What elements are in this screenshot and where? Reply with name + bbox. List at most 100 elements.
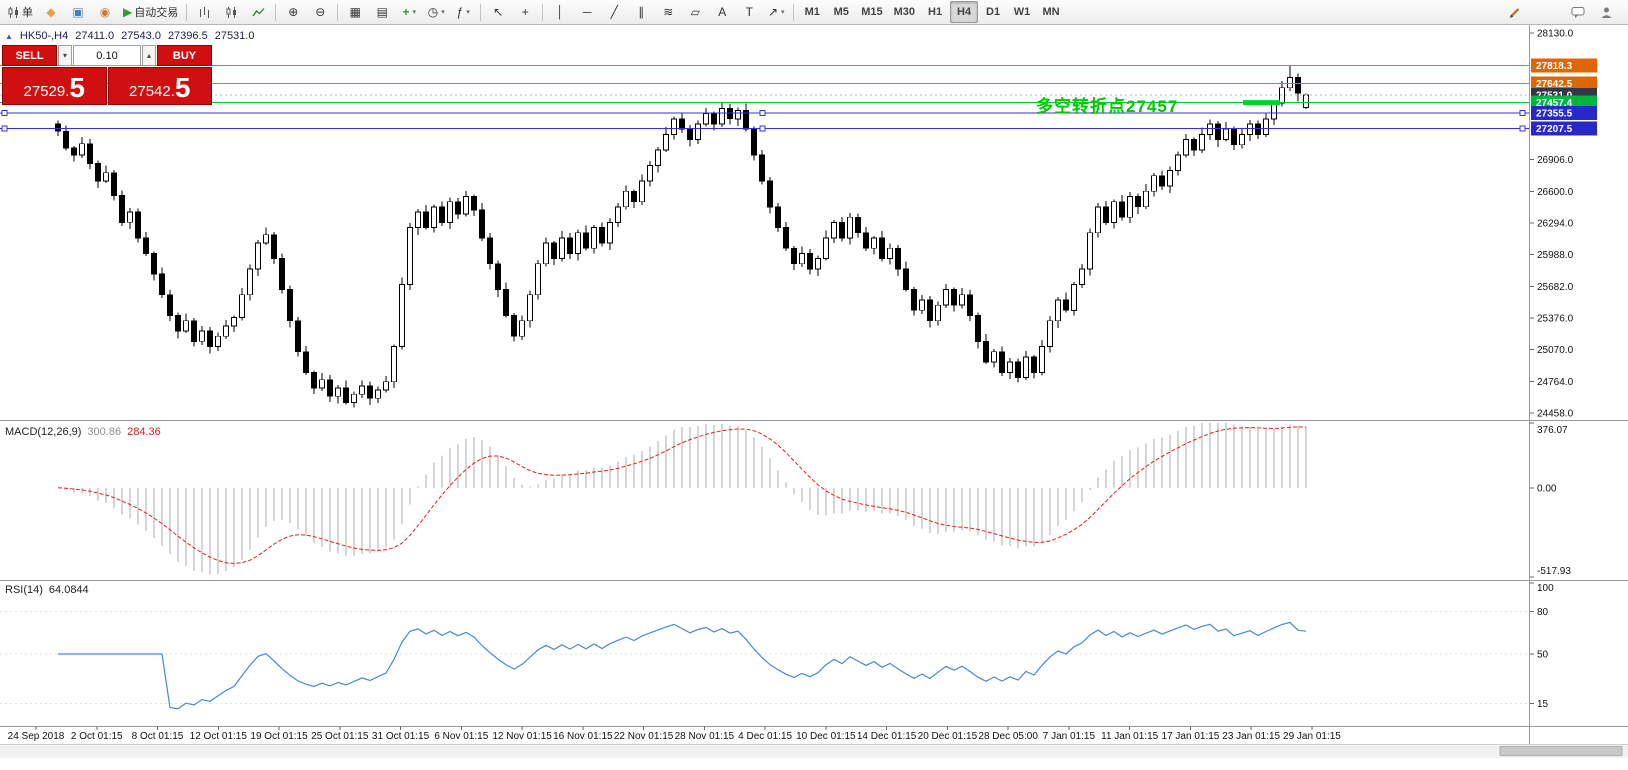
toolbar-button-label: D1	[986, 6, 1001, 18]
time-axis-label: 6 Nov 01:15	[434, 731, 488, 742]
line-handle[interactable]	[1519, 125, 1526, 132]
time-axis-label: 25 Oct 01:15	[311, 731, 369, 742]
candle-body	[143, 237, 149, 254]
candlestick-chart-button[interactable]	[218, 1, 244, 23]
candle-body	[671, 118, 677, 135]
rsi-axis-label: 15	[1537, 699, 1549, 710]
time-axis-label: 28 Nov 01:15	[675, 731, 735, 742]
volume-input[interactable]: 0.10	[73, 45, 141, 66]
candle-body	[687, 128, 693, 140]
candle-body	[111, 172, 117, 196]
text-button[interactable]: A	[709, 1, 735, 23]
periods-button[interactable]: ◷ ▾	[423, 1, 449, 23]
price-axis-label: 26906.0	[1537, 155, 1574, 166]
trendline-icon: ╱	[610, 5, 618, 19]
fibonacci-button[interactable]: ≋	[655, 1, 681, 23]
candle-body	[1287, 77, 1293, 89]
close-value: 27531.0	[214, 30, 255, 42]
sell-price-display[interactable]: 27529. 5	[2, 67, 107, 105]
volume-up-button[interactable]: ▴	[142, 45, 156, 66]
candle-body	[303, 351, 309, 373]
tf-h4-button[interactable]: H4	[950, 1, 979, 23]
line-handle[interactable]	[759, 125, 766, 132]
arrows-button[interactable]: ↗ ▾	[763, 1, 789, 23]
tf-m15-button[interactable]: M15	[856, 1, 887, 23]
candle-body	[95, 162, 101, 182]
toolbar-button-label: H1	[928, 6, 943, 18]
cursor-button[interactable]: ↖	[485, 1, 511, 23]
candle-body	[415, 211, 421, 228]
profile-button[interactable]	[1593, 1, 1619, 23]
candle-body	[231, 317, 237, 327]
candle-body	[359, 385, 365, 395]
community-button[interactable]	[1565, 1, 1591, 23]
bar-chart-icon	[198, 6, 211, 19]
candle-body	[823, 237, 829, 259]
buy-button[interactable]: BUY	[157, 45, 212, 66]
bar-chart-button[interactable]	[191, 1, 217, 23]
toolbar-button-label: M5	[833, 6, 849, 18]
line-handle[interactable]	[1519, 110, 1526, 117]
price-tag-label: 27207.5	[1536, 124, 1573, 135]
new-chart-button[interactable]: + ▾	[396, 1, 422, 23]
zoom-in-button[interactable]: ⊕	[280, 1, 306, 23]
tf-h1-button[interactable]: H1	[921, 1, 949, 23]
candle-body	[583, 232, 589, 249]
candle-body	[1167, 170, 1173, 187]
tf-d1-button[interactable]: D1	[979, 1, 1007, 23]
buy-price-display[interactable]: 27542. 5	[107, 67, 212, 105]
tf-m30-button[interactable]: M30	[889, 1, 920, 23]
candle-body	[319, 379, 325, 389]
price-tag	[1531, 76, 1597, 91]
candle-body	[1111, 201, 1117, 223]
trendline-button[interactable]: ╱	[601, 1, 627, 23]
vertical-line-button[interactable]: │	[547, 1, 573, 23]
candle-body	[535, 263, 541, 296]
candle-body	[1175, 154, 1181, 172]
candle-body	[399, 284, 405, 347]
window-icon: ▣	[72, 5, 84, 19]
line-handle[interactable]	[759, 110, 766, 117]
candle-body	[1199, 134, 1205, 151]
auto-arrange-button[interactable]: ▦	[342, 1, 368, 23]
autotrading-button[interactable]: ▶ 自动交易	[119, 1, 182, 23]
horizontal-scrollbar-thumb[interactable]	[1499, 746, 1623, 756]
candle-body	[1215, 123, 1221, 140]
chart-canvas[interactable]: 28130.0 26906.0 26600.0 26294.0 25988.0 25682…	[0, 25, 1628, 770]
line-handle[interactable]	[1, 110, 8, 117]
symbol-name: HK50-,H4	[19, 30, 69, 42]
tf-m1-button[interactable]: M1	[798, 1, 826, 23]
zoom-out-button[interactable]: ⊖	[307, 1, 333, 23]
candle-body	[1295, 77, 1301, 94]
tf-mn-button[interactable]: MN	[1037, 1, 1065, 23]
horizontal-line-button[interactable]: ─	[574, 1, 600, 23]
indicators-button[interactable]: ƒ ▾	[450, 1, 476, 23]
candle-chart-icon	[7, 6, 20, 19]
volume-down-button[interactable]: ▾	[58, 45, 72, 66]
shapes-button[interactable]: ▱	[682, 1, 708, 23]
sell-button[interactable]: SELL	[2, 45, 57, 66]
candle-body	[447, 201, 453, 223]
diamond-icon: ◆	[46, 5, 56, 19]
quick-edit-button[interactable]	[1501, 1, 1527, 23]
horizontal-scrollbar-track[interactable]	[0, 744, 1628, 758]
zoom-out-icon: ⊖	[315, 5, 326, 19]
data-window-button[interactable]: ▣	[65, 1, 91, 23]
navigator-button[interactable]: ◉	[92, 1, 118, 23]
cascade-button[interactable]: ▤	[369, 1, 395, 23]
tf-w1-button[interactable]: W1	[1008, 1, 1036, 23]
label-button[interactable]: T	[736, 1, 762, 23]
price-axis-label: 24764.0	[1537, 377, 1574, 388]
candle-body	[343, 387, 349, 403]
line-handle[interactable]	[1, 125, 8, 132]
tf-m5-button[interactable]: M5	[827, 1, 855, 23]
vertical-line-icon: │	[556, 5, 564, 19]
market-watch-button[interactable]: ◆	[38, 1, 64, 23]
line-chart-button[interactable]	[245, 1, 271, 23]
crosshair-button[interactable]: +	[512, 1, 538, 23]
new-order-button[interactable]: 单	[3, 1, 37, 23]
pencil-icon	[1508, 6, 1521, 19]
channel-button[interactable]: ∥	[628, 1, 654, 23]
candle-body	[727, 108, 733, 120]
toolbar-button-label: M15	[861, 6, 883, 18]
